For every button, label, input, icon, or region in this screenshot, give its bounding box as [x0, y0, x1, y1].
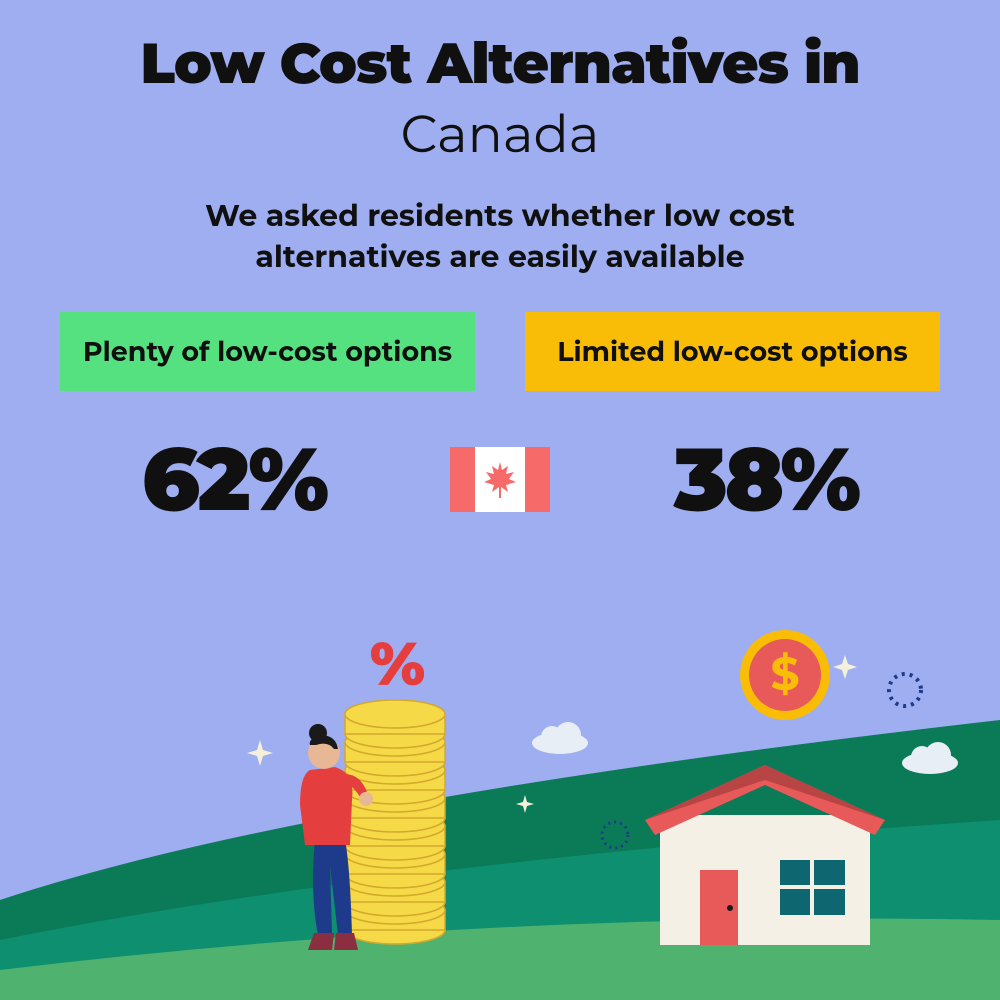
coin-stack-icon — [345, 700, 445, 944]
stat-right: 38% — [674, 426, 859, 533]
canada-flag-icon — [450, 447, 550, 512]
cloud-icon — [532, 722, 588, 754]
illustration: $ % — [0, 620, 1000, 1000]
dollar-coin-icon: $ — [740, 630, 830, 720]
svg-text:$: $ — [770, 645, 799, 702]
title-line2: Canada — [50, 103, 950, 166]
stats-row: 62% 38% — [50, 426, 950, 533]
infographic-container: Low Cost Alternatives in Canada We asked… — [0, 0, 1000, 1000]
title-line1: Low Cost Alternatives in — [50, 30, 950, 98]
option-limited: Limited low-cost options — [525, 312, 940, 391]
option-limited-label: Limited low-cost options — [557, 335, 908, 368]
flag-center — [475, 447, 525, 512]
options-row: Plenty of low-cost options Limited low-c… — [50, 312, 950, 391]
stat-left: 62% — [142, 426, 326, 533]
flag-stripe-right — [525, 447, 550, 512]
maple-leaf-icon — [482, 460, 518, 500]
dotted-circle-icon — [889, 674, 921, 706]
svg-text:%: % — [370, 628, 425, 701]
flag-stripe-left — [450, 447, 475, 512]
option-plenty: Plenty of low-cost options — [60, 312, 475, 391]
percent-icon: % — [370, 628, 425, 701]
subtitle-text: We asked residents whether low cost alte… — [50, 196, 950, 277]
option-plenty-label: Plenty of low-cost options — [83, 335, 452, 368]
